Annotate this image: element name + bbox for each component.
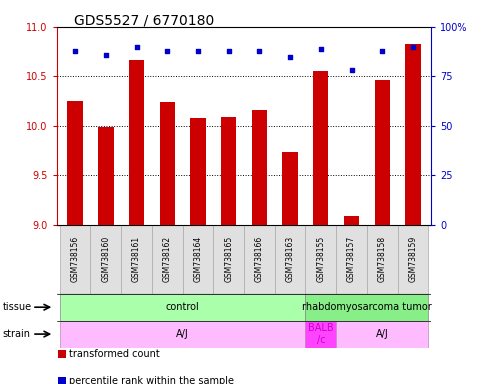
Bar <box>244 225 275 294</box>
Bar <box>282 152 298 225</box>
Bar <box>275 225 306 294</box>
Point <box>133 44 141 50</box>
Bar <box>121 225 152 294</box>
Bar <box>252 110 267 225</box>
Text: A/J: A/J <box>176 329 189 339</box>
Point <box>163 48 171 54</box>
Text: GSM738165: GSM738165 <box>224 236 233 282</box>
Bar <box>68 101 83 225</box>
Bar <box>182 225 213 294</box>
Point <box>71 48 79 54</box>
Bar <box>58 351 66 358</box>
Bar <box>344 216 359 225</box>
Point <box>255 48 263 54</box>
Bar <box>336 225 367 294</box>
Text: GSM738164: GSM738164 <box>193 236 203 282</box>
Text: BALB
/c: BALB /c <box>308 323 334 345</box>
Bar <box>129 60 144 225</box>
Bar <box>60 225 91 294</box>
Point <box>286 53 294 60</box>
Bar <box>58 377 66 384</box>
Bar <box>306 321 336 348</box>
Bar <box>306 225 336 294</box>
Text: control: control <box>166 302 200 312</box>
Bar <box>160 102 175 225</box>
Bar <box>213 225 244 294</box>
Text: rhabdomyosarcoma tumor: rhabdomyosarcoma tumor <box>302 302 432 312</box>
Text: transformed count: transformed count <box>69 349 160 359</box>
Text: GSM738160: GSM738160 <box>102 236 110 282</box>
Text: percentile rank within the sample: percentile rank within the sample <box>69 376 234 384</box>
Point <box>317 46 325 52</box>
Point <box>378 48 386 54</box>
Bar <box>60 294 306 321</box>
Bar <box>91 225 121 294</box>
Text: strain: strain <box>2 329 31 339</box>
Bar <box>306 294 428 321</box>
Point <box>225 48 233 54</box>
Bar <box>221 117 236 225</box>
Bar <box>367 225 397 294</box>
Point <box>409 44 417 50</box>
Text: GSM738159: GSM738159 <box>408 236 418 282</box>
Text: GDS5527 / 6770180: GDS5527 / 6770180 <box>74 13 214 27</box>
Bar <box>405 44 421 225</box>
Bar <box>190 118 206 225</box>
Bar <box>375 80 390 225</box>
Text: GSM738157: GSM738157 <box>347 236 356 282</box>
Bar <box>313 71 328 225</box>
Text: GSM738156: GSM738156 <box>70 236 80 282</box>
Point <box>102 51 110 58</box>
Text: GSM738158: GSM738158 <box>378 236 387 282</box>
Bar <box>397 225 428 294</box>
Text: GSM738155: GSM738155 <box>317 236 325 282</box>
Text: GSM738161: GSM738161 <box>132 236 141 282</box>
Text: tissue: tissue <box>2 302 32 312</box>
Text: GSM738163: GSM738163 <box>285 236 295 282</box>
Point <box>348 67 355 73</box>
Bar <box>98 127 113 225</box>
Text: A/J: A/J <box>376 329 388 339</box>
Bar <box>336 321 428 348</box>
Bar <box>60 321 306 348</box>
Point <box>194 48 202 54</box>
Text: GSM738166: GSM738166 <box>255 236 264 282</box>
Bar <box>152 225 182 294</box>
Text: GSM738162: GSM738162 <box>163 236 172 282</box>
